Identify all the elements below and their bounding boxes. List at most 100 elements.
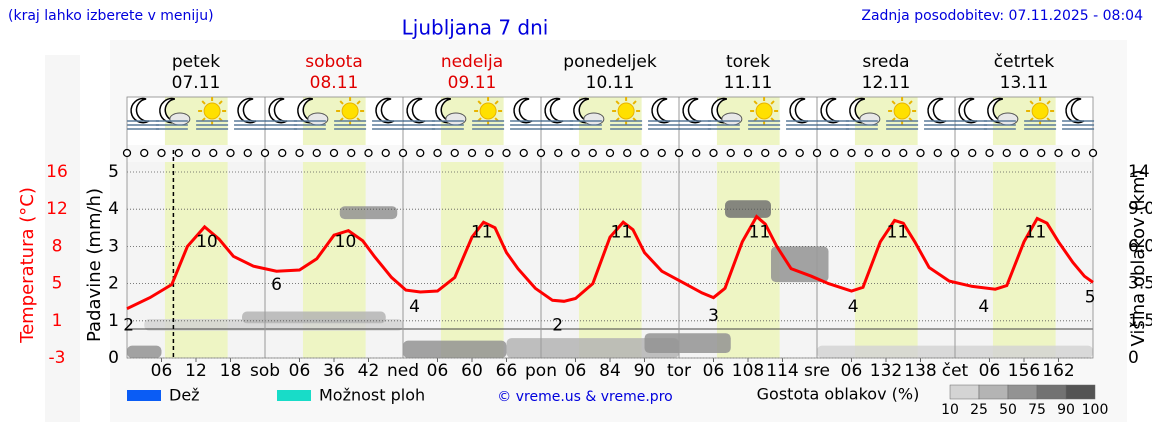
wind-calm	[398, 148, 408, 158]
day-date: 08.11	[310, 73, 359, 93]
sun-ray	[494, 100, 499, 105]
left-strip	[45, 55, 80, 422]
moon-icon	[682, 97, 702, 124]
x-tick-label: 84	[599, 361, 621, 381]
day-date: 13.11	[1000, 73, 1049, 93]
wind-calm	[743, 148, 753, 158]
cloud-legend-title: Gostota oblakov (%)	[757, 385, 920, 404]
y-axis-label: Padavine (mm/h)	[84, 188, 105, 342]
moon-icon	[651, 97, 671, 124]
x-tick-label: tor	[667, 361, 691, 381]
day-name: četrtek	[994, 52, 1055, 72]
temp-value-label: 11	[1025, 223, 1047, 243]
credit-link[interactable]: © vreme.us & vreme.pro	[497, 389, 672, 405]
wind-calm	[899, 148, 908, 158]
daylight-band	[578, 162, 642, 358]
daylight-band	[716, 162, 780, 358]
x-tick-label: 114	[766, 361, 798, 381]
temp-value-label: 6	[271, 275, 282, 295]
sun-ray	[753, 100, 758, 105]
wind-calm	[433, 148, 442, 158]
y-tick-label: 5	[108, 162, 119, 182]
cloud-layer	[506, 338, 679, 358]
wind-calm	[1002, 148, 1011, 158]
sun-icon	[617, 102, 635, 120]
cloud-layer	[242, 311, 386, 324]
location-note[interactable]: (kraj lahko izberete v meniju)	[8, 8, 214, 24]
sun-icon	[341, 102, 359, 120]
wind-calm	[1088, 148, 1098, 158]
day-name: ponedeljek	[563, 52, 657, 72]
x-tick-label: 06	[703, 361, 725, 381]
sun-ray	[339, 100, 344, 105]
day-date: 12.11	[862, 73, 911, 93]
wind-calm	[692, 148, 701, 158]
sun-ray	[891, 100, 896, 105]
legend-swatch	[277, 390, 311, 401]
moon-icon	[958, 97, 978, 124]
day-name: sobota	[305, 52, 363, 72]
y-tick-label: 0	[108, 348, 119, 368]
wind-calm	[847, 148, 856, 158]
wind-calm	[881, 148, 891, 158]
cloud-legend-label: 25	[970, 402, 988, 418]
wind-calm	[226, 148, 235, 158]
x-tick-label: 66	[496, 361, 518, 381]
cloud-legend-label: 90	[1057, 402, 1075, 418]
wind-calm	[191, 148, 201, 158]
temp-value-label: 11	[749, 223, 771, 243]
temp-value-label: 3	[708, 306, 719, 326]
x-tick-label: 36	[323, 361, 345, 381]
temp-value-label: 4	[978, 297, 989, 317]
wind-calm	[536, 148, 546, 158]
moon-icon	[513, 97, 533, 124]
x-tick-label: 06	[979, 361, 1001, 381]
x-tick-label: 06	[151, 361, 173, 381]
wind-calm	[605, 148, 615, 158]
day-name: petek	[172, 52, 220, 72]
day-name: nedelja	[441, 52, 503, 72]
wind-calm	[588, 148, 597, 158]
wind-calm	[209, 148, 218, 158]
wind-calm	[778, 148, 787, 158]
day-date: 11.11	[724, 73, 773, 93]
cloud-layer	[339, 206, 398, 220]
day-date: 09.11	[448, 73, 497, 93]
cloud-icon	[583, 112, 605, 126]
moon-icon	[237, 97, 257, 124]
temp-tick-label: 1	[52, 311, 63, 331]
y2-tick-label: 3.5	[1128, 274, 1152, 294]
wind-calm	[1019, 148, 1029, 158]
temp-value-label: 10	[196, 232, 218, 252]
temp-tick-label: 16	[46, 162, 68, 182]
sun-ray	[356, 100, 361, 105]
temp-tick-label: -3	[49, 348, 66, 368]
x-tick-label: 138	[904, 361, 936, 381]
temp-value-label: 4	[848, 297, 859, 317]
sun-ray	[908, 100, 913, 105]
cloud-legend-box	[949, 384, 980, 400]
sun-ray	[615, 100, 620, 105]
moon-icon	[130, 97, 150, 124]
wind-calm	[864, 148, 873, 158]
temp-axis-label: Temperatura (°C)	[17, 187, 38, 344]
wind-calm	[640, 148, 649, 158]
x-tick-label: 156	[1008, 361, 1040, 381]
day-date: 07.11	[172, 73, 221, 93]
wind-calm	[485, 148, 494, 158]
wind-calm	[295, 148, 304, 158]
y-tick-label: 2	[108, 274, 119, 294]
x-tick-label: pon	[525, 361, 557, 381]
wind-calm	[260, 148, 270, 158]
wind-calm	[450, 148, 459, 158]
x-tick-label: 108	[732, 361, 764, 381]
wind-calm	[502, 148, 511, 158]
x-tick-label: 06	[565, 361, 587, 381]
wind-calm	[761, 148, 770, 158]
wind-calm	[1054, 148, 1063, 158]
y2-tick-label: 0	[1128, 348, 1139, 368]
wind-calm	[467, 148, 477, 158]
wind-calm	[140, 148, 149, 158]
